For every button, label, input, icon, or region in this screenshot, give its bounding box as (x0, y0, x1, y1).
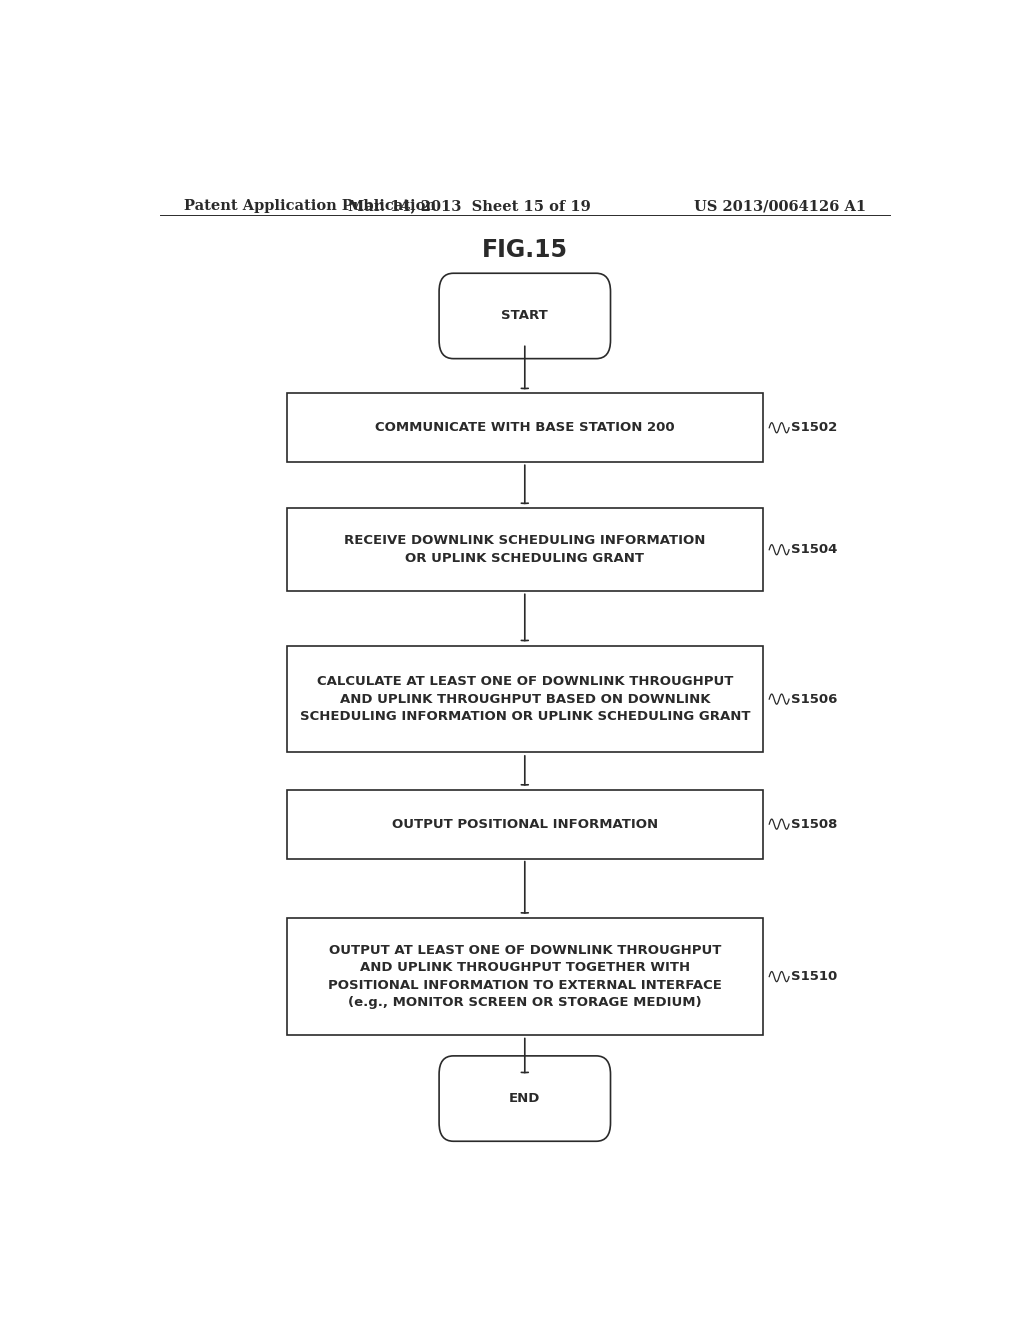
Text: S1502: S1502 (792, 421, 838, 434)
Text: S1510: S1510 (792, 970, 838, 983)
Bar (287, 393, 763, 462)
Text: S1508: S1508 (792, 817, 838, 830)
Text: Mar. 14, 2013  Sheet 15 of 19: Mar. 14, 2013 Sheet 15 of 19 (348, 199, 591, 213)
Bar (287, 789, 763, 859)
Text: START: START (502, 309, 548, 322)
Bar (287, 645, 763, 752)
Text: S1506: S1506 (792, 693, 838, 706)
Text: US 2013/0064126 A1: US 2013/0064126 A1 (694, 199, 866, 213)
FancyBboxPatch shape (439, 1056, 610, 1142)
Bar (287, 919, 763, 1035)
Text: OUTPUT AT LEAST ONE OF DOWNLINK THROUGHPUT
AND UPLINK THROUGHPUT TOGETHER WITH
P: OUTPUT AT LEAST ONE OF DOWNLINK THROUGHP… (328, 944, 722, 1010)
Text: RECEIVE DOWNLINK SCHEDULING INFORMATION
OR UPLINK SCHEDULING GRANT: RECEIVE DOWNLINK SCHEDULING INFORMATION … (344, 535, 706, 565)
Text: END: END (509, 1092, 541, 1105)
Text: Patent Application Publication: Patent Application Publication (183, 199, 435, 213)
Text: OUTPUT POSITIONAL INFORMATION: OUTPUT POSITIONAL INFORMATION (392, 817, 657, 830)
Text: CALCULATE AT LEAST ONE OF DOWNLINK THROUGHPUT
AND UPLINK THROUGHPUT BASED ON DOW: CALCULATE AT LEAST ONE OF DOWNLINK THROU… (300, 675, 750, 723)
Bar (287, 508, 763, 591)
Text: FIG.15: FIG.15 (482, 238, 567, 261)
FancyBboxPatch shape (439, 273, 610, 359)
Text: S1504: S1504 (792, 544, 838, 556)
Text: COMMUNICATE WITH BASE STATION 200: COMMUNICATE WITH BASE STATION 200 (375, 421, 675, 434)
